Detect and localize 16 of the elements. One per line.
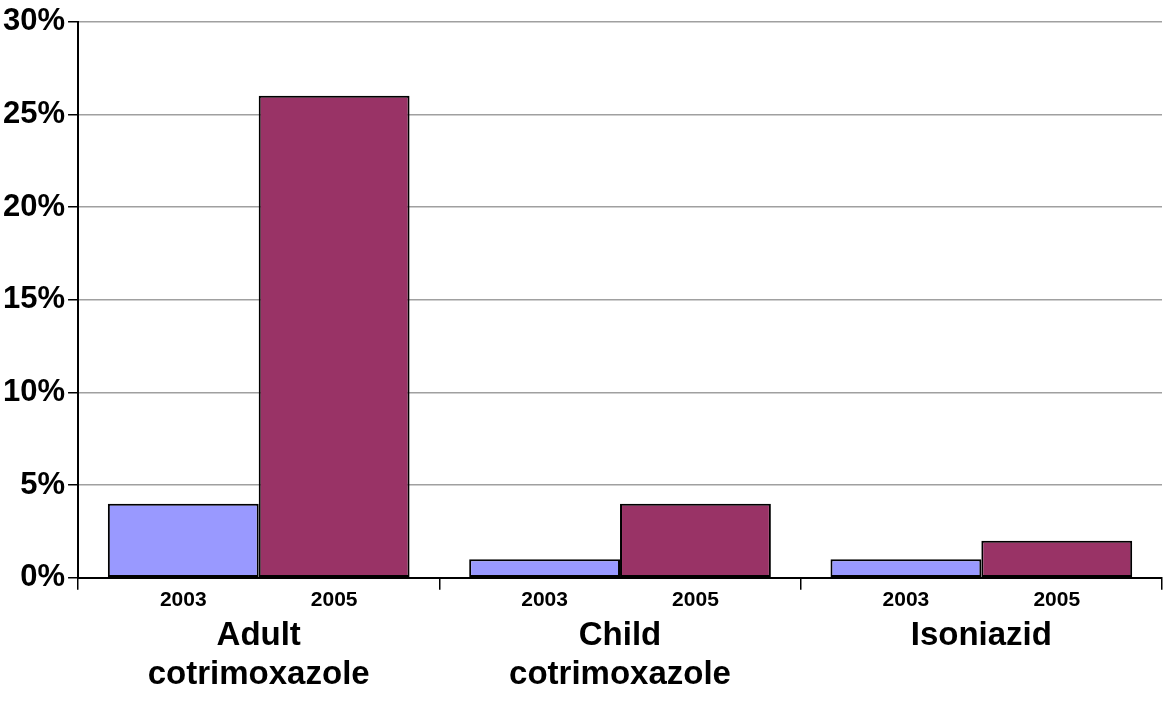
x-tick-label: Child cotrimoxazole <box>509 614 731 692</box>
series-label: 2005 <box>310 587 358 611</box>
x-tick-label: Isoniazid <box>910 614 1052 652</box>
y-tick-label: 30% <box>3 2 66 38</box>
y-tick-label: 0% <box>20 558 66 594</box>
y-tick-label: 15% <box>3 280 66 316</box>
y-tick-label: 10% <box>3 372 66 408</box>
x-tick-label: Adult cotrimoxazole <box>147 614 370 692</box>
series-label: 2003 <box>159 587 207 611</box>
text: 2003 <box>521 587 568 611</box>
y-tick-label: 5% <box>20 465 66 501</box>
y-tick-label: 25% <box>3 94 66 130</box>
text: 2003 <box>882 587 930 611</box>
y-tick-label: 20% <box>3 187 66 223</box>
text: 2005 <box>672 587 719 611</box>
text: 2005 <box>1033 587 1081 611</box>
